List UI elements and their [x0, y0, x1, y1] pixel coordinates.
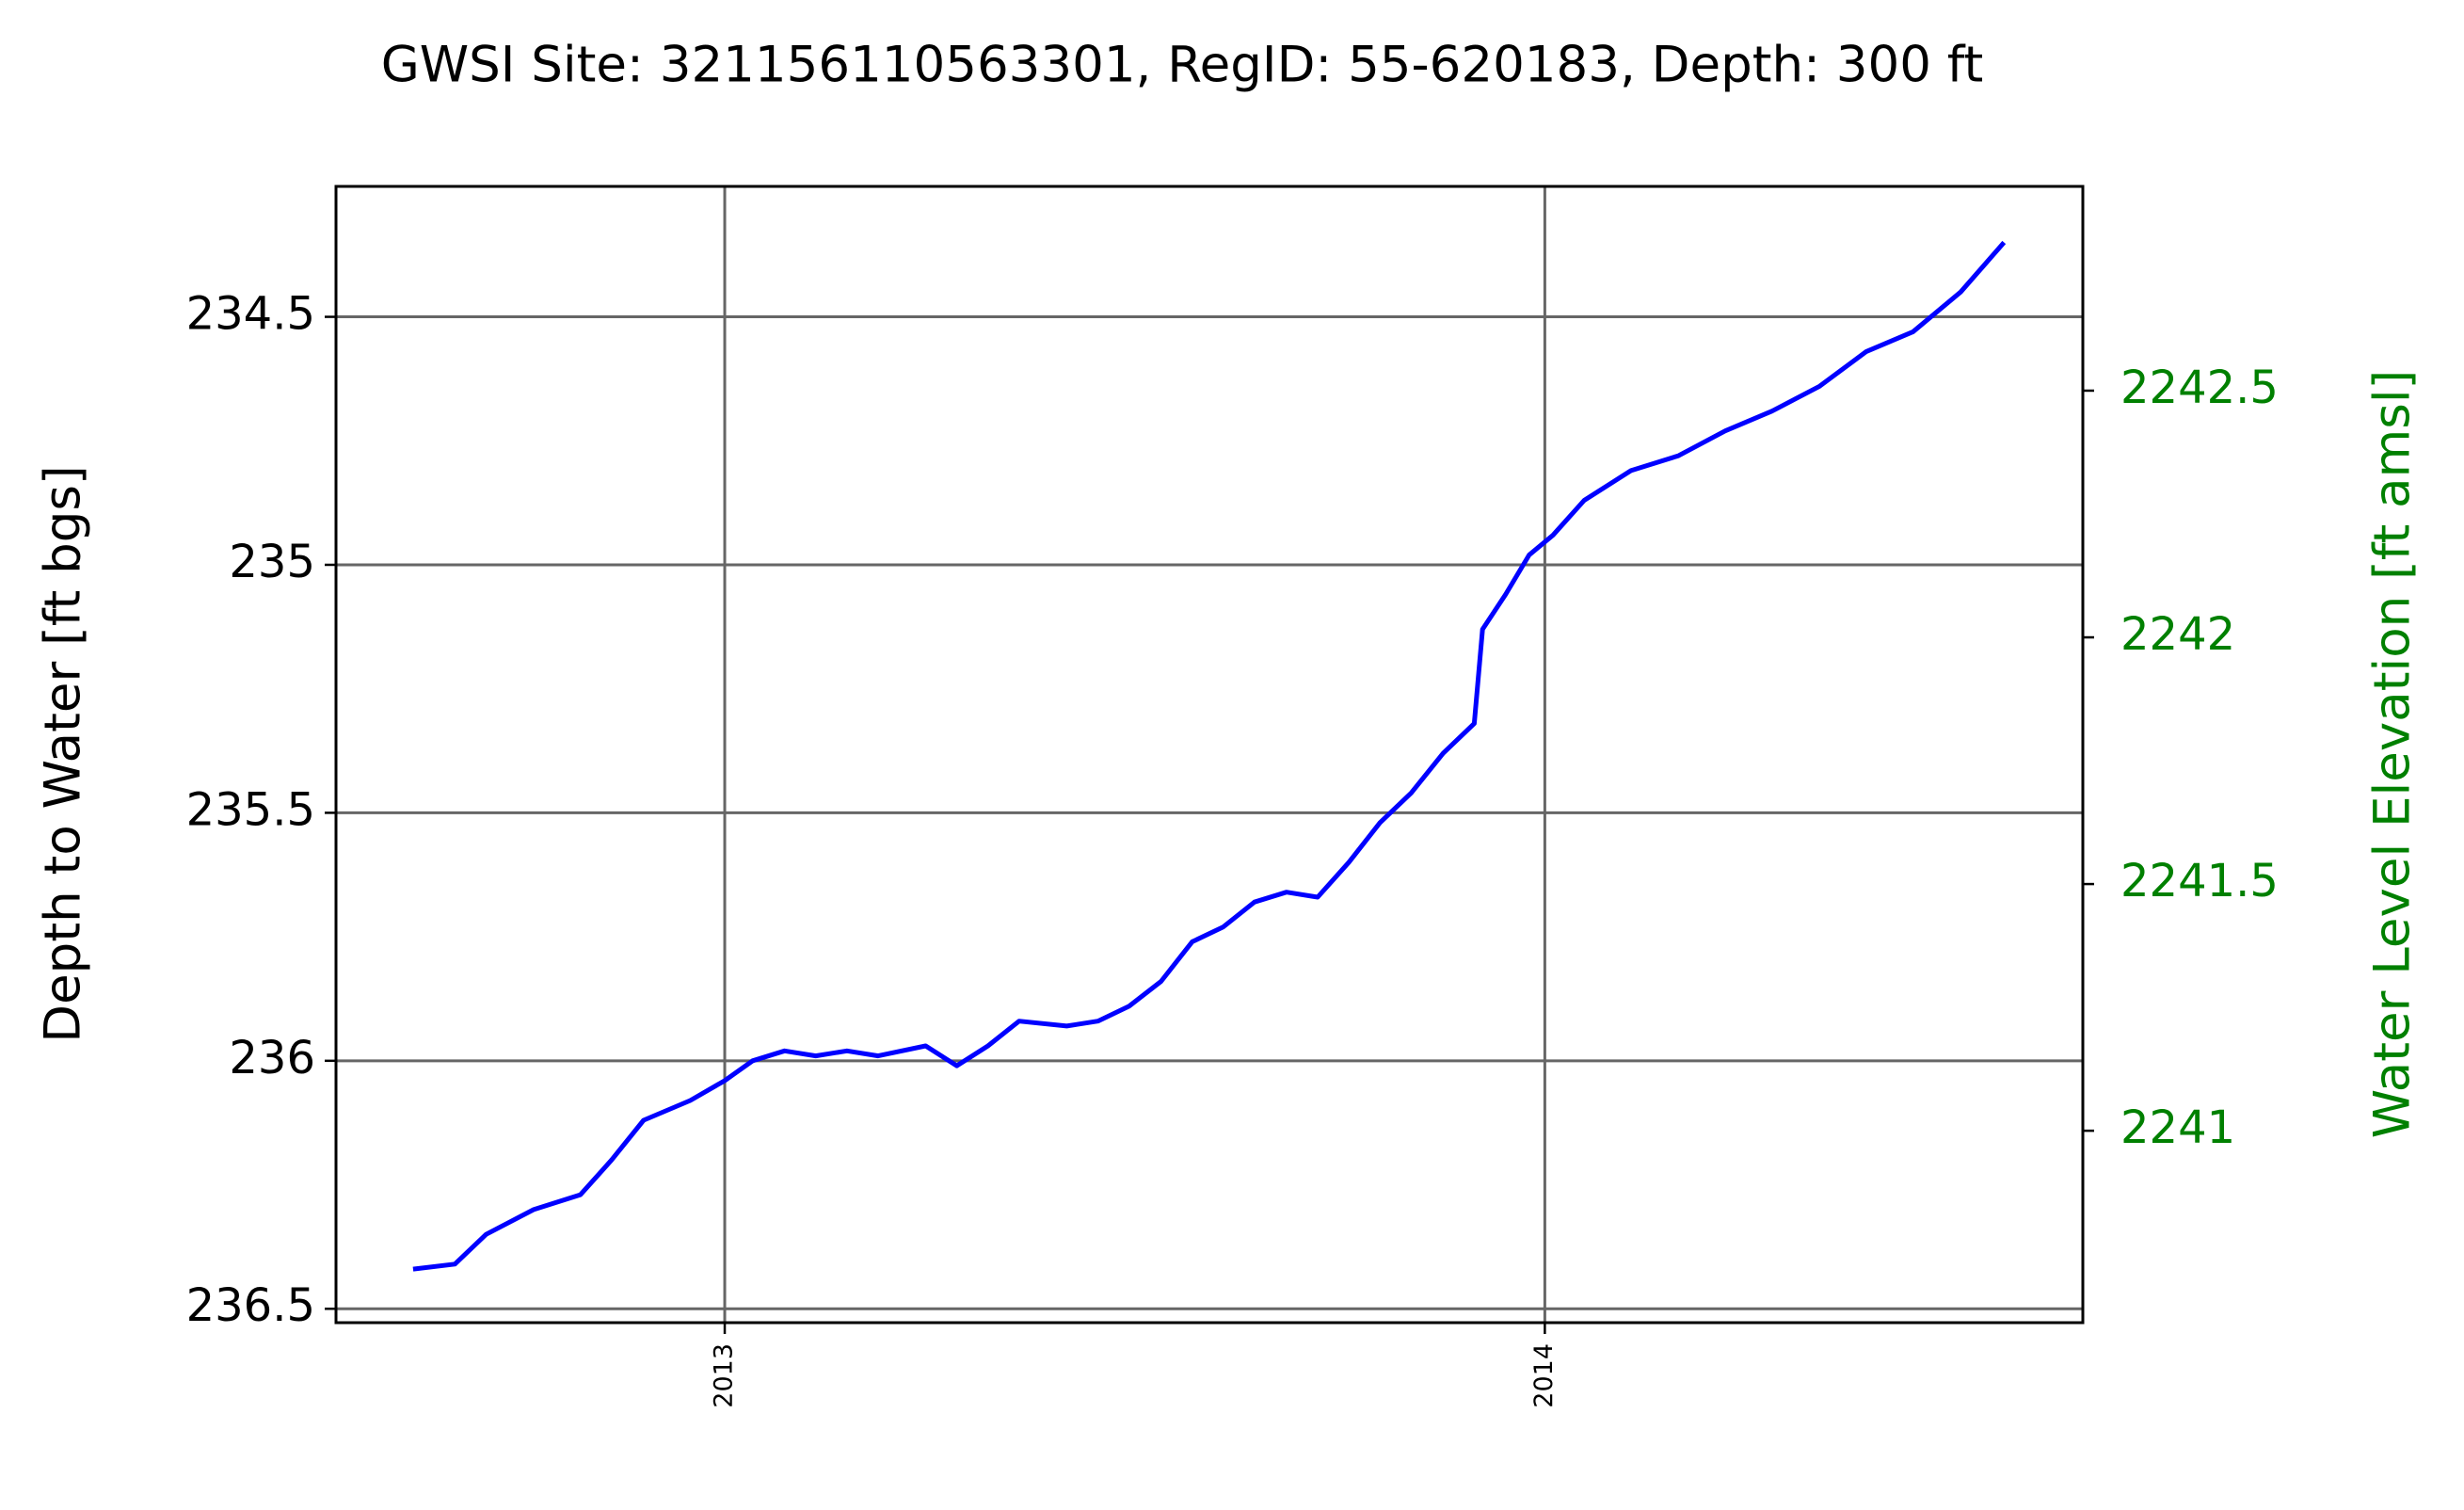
y-tick-label: 234.5 — [186, 288, 315, 341]
y2-tick-label: 2241.5 — [2120, 855, 2279, 908]
chart-title: GWSI Site: 321156110563301, RegID: 55-62… — [381, 37, 1984, 94]
y2-tick-label: 2242.5 — [2120, 361, 2279, 414]
y2-tick-label: 2241 — [2120, 1101, 2235, 1154]
x-tick-label: 2013 — [710, 1343, 739, 1408]
y-tick-label: 236.5 — [186, 1279, 315, 1332]
y2-tick-label: 2242 — [2120, 608, 2235, 661]
y-tick-label: 236 — [229, 1032, 315, 1084]
plot-frame — [334, 185, 2085, 1325]
y-tick-label: 235.5 — [186, 783, 315, 836]
x-tick-label: 2014 — [1529, 1343, 1559, 1408]
y2-axis-label: Water Level Elevation [ft amsl] — [2364, 370, 2422, 1138]
y-axis-label: Depth to Water [ft bgs] — [35, 465, 92, 1042]
y-tick-label: 235 — [229, 536, 315, 588]
data-line — [412, 240, 2007, 1272]
